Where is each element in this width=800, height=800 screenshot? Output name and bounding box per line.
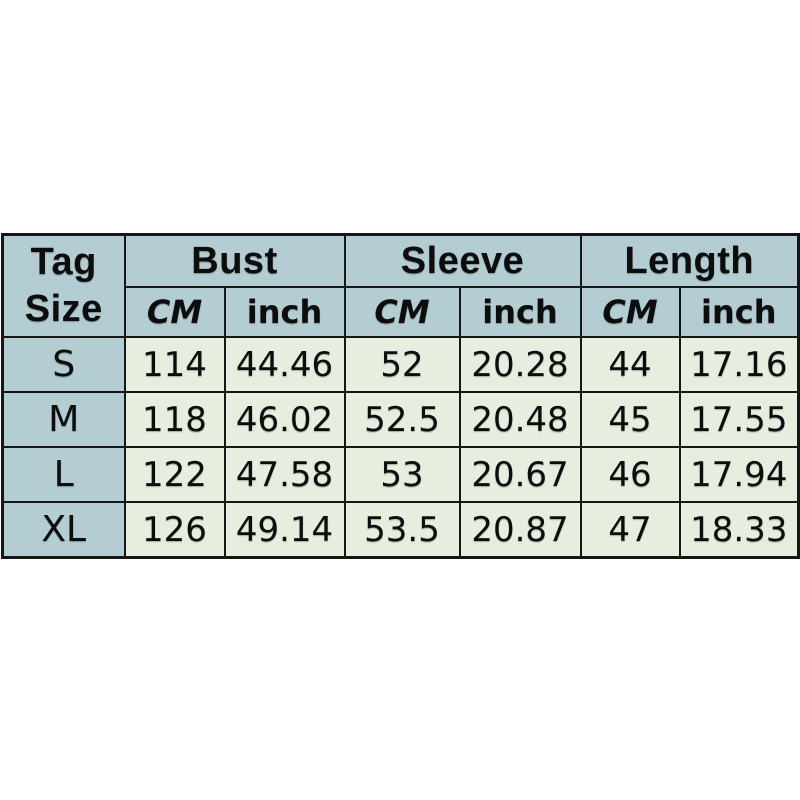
cell-l-bust-inch: 47.58: [223, 446, 346, 503]
unit-header-bust-inch: inch: [223, 286, 346, 338]
unit-header-bust-cm: CM: [123, 286, 226, 338]
table-row-l: L 122 47.58 53 20.67 46 17.94: [1, 446, 800, 503]
tag-size-line2: Size: [24, 288, 103, 330]
cell-l-sleeve-cm: 53: [343, 446, 461, 503]
cell-m-bust-cm: 118: [123, 391, 226, 448]
cell-xl-length-inch: 18.33: [678, 501, 800, 559]
size-label-s: S: [1, 336, 126, 393]
size-chart-table: Tag Size Bust Sleeve Length CM inch CM i…: [1, 233, 800, 559]
cell-s-length-cm: 44: [579, 336, 681, 393]
cell-s-sleeve-inch: 20.28: [458, 336, 582, 393]
cell-m-sleeve-inch: 20.48: [458, 391, 582, 448]
cell-s-bust-inch: 44.46: [223, 336, 346, 393]
table-row-m: M 118 46.02 52.5 20.48 45 17.55: [1, 391, 800, 448]
cell-l-sleeve-inch: 20.67: [458, 446, 582, 503]
cell-xl-bust-cm: 126: [123, 501, 226, 559]
unit-header-length-cm: CM: [579, 286, 681, 338]
cell-xl-length-cm: 47: [579, 501, 681, 559]
cell-xl-sleeve-cm: 53.5: [343, 501, 461, 559]
cell-l-length-inch: 17.94: [678, 446, 800, 503]
group-header-length: Length: [579, 233, 800, 288]
unit-header-row: CM inch CM inch CM inch: [3, 286, 800, 338]
size-label-m: M: [1, 391, 126, 448]
unit-header-sleeve-cm: CM: [343, 286, 461, 338]
cell-xl-sleeve-inch: 20.87: [458, 501, 582, 559]
size-label-xl: XL: [1, 501, 126, 559]
cell-m-length-cm: 45: [579, 391, 681, 448]
tag-size-line1: Tag: [30, 241, 97, 283]
table-row-xl: XL 126 49.14 53.5 20.87 47 18.33: [1, 501, 800, 559]
cell-s-length-inch: 17.16: [678, 336, 800, 393]
unit-header-length-inch: inch: [678, 286, 800, 338]
cell-s-bust-cm: 114: [123, 336, 226, 393]
cell-l-bust-cm: 122: [123, 446, 226, 503]
table-row-s: S 114 44.46 52 20.28 44 17.16: [1, 336, 800, 393]
cell-s-sleeve-cm: 52: [343, 336, 461, 393]
cell-l-length-cm: 46: [579, 446, 681, 503]
unit-header-sleeve-inch: inch: [458, 286, 582, 338]
cell-xl-bust-inch: 49.14: [223, 501, 346, 559]
cell-m-sleeve-cm: 52.5: [343, 391, 461, 448]
cell-m-bust-inch: 46.02: [223, 391, 346, 448]
tag-size-header: Tag Size: [1, 233, 126, 338]
group-header-bust: Bust: [123, 233, 346, 288]
group-header-row: Tag Size Bust Sleeve Length: [1, 233, 800, 338]
group-header-sleeve: Sleeve: [343, 233, 582, 288]
size-label-l: L: [1, 446, 126, 503]
cell-m-length-inch: 17.55: [678, 391, 800, 448]
